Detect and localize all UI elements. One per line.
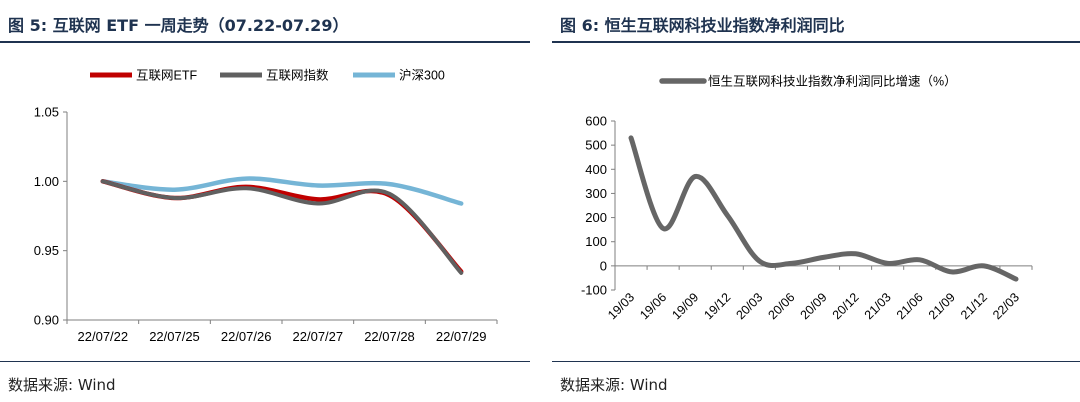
x-tick-label: 20/06 [766, 290, 798, 322]
legend-label: 互联网ETF [136, 69, 197, 83]
x-tick-label: 20/03 [733, 290, 765, 322]
y-tick-label: 100 [585, 234, 607, 249]
legend-label: 恒生互联网科技业指数净利润同比增速（%） [708, 74, 957, 89]
source-rule [0, 361, 530, 362]
figure-title: 图 6: 恒生互联网科技业指数净利润同比 [560, 16, 845, 35]
figure-title: 图 5: 互联网 ETF 一周走势（07.22-07.29） [8, 16, 349, 35]
series-line [100, 179, 464, 275]
source-note: 数据来源: Wind [560, 376, 668, 394]
y-tick-label: 1.00 [34, 174, 59, 189]
y-tick-label: 400 [585, 162, 607, 177]
x-tick-label: 22/03 [990, 290, 1022, 322]
y-tick-label: 600 [585, 114, 607, 129]
y-tick-label: 300 [585, 186, 607, 201]
legend-label: 互联网指数 [266, 68, 329, 83]
y-tick-label: 500 [585, 138, 607, 153]
source-rule [552, 361, 1080, 362]
legend-label: 沪深300 [399, 69, 445, 83]
x-tick-label: 19/12 [701, 290, 733, 322]
y-tick-label: 0.95 [34, 243, 59, 258]
series-line [100, 176, 464, 206]
y-tick-label: -100 [581, 283, 607, 298]
x-tick-label: 22/07/25 [149, 329, 200, 344]
etf-weekly-line-chart: 0.90 0.95 1.00 1.05 22/07/22 22/07/25 22/07/26… [34, 68, 498, 344]
x-tick-label: 22/07/29 [436, 329, 487, 344]
x-tick-label: 21/09 [926, 290, 958, 322]
x-tick-label: 19/03 [605, 290, 637, 322]
x-tick-label: 19/09 [669, 290, 701, 322]
x-tick-label: 21/06 [894, 290, 926, 322]
y-tick-label: 0 [600, 258, 607, 273]
net-profit-yoy-line-chart: -100 0 100 200 300 400 500 600 19/03 19/06 19/09 19… [581, 74, 1033, 322]
source-note: 数据来源: Wind [8, 376, 116, 394]
series-line [628, 135, 1019, 282]
title-rule [0, 41, 530, 43]
title-rule [552, 41, 1080, 43]
x-tick-label: 22/07/28 [364, 329, 415, 344]
x-tick-label: 21/12 [958, 290, 990, 322]
x-tick-label: 20/12 [830, 290, 862, 322]
y-tick-label: 200 [585, 210, 607, 225]
y-tick-label: 0.90 [34, 313, 59, 328]
x-tick-label: 22/07/22 [78, 329, 129, 344]
x-tick-label: 20/09 [798, 290, 830, 322]
x-tick-label: 22/07/26 [221, 329, 272, 344]
x-tick-label: 19/06 [637, 290, 669, 322]
y-tick-label: 1.05 [34, 105, 59, 120]
figure-5-panel: 图 5: 互联网 ETF 一周走势（07.22-07.29） 0.90 0.95 1… [0, 0, 530, 402]
x-tick-label: 22/07/27 [293, 329, 344, 344]
x-tick-label: 21/03 [862, 290, 894, 322]
figure-6-panel: 图 6: 恒生互联网科技业指数净利润同比 -100 0 100 200 300 400 50… [552, 0, 1080, 402]
